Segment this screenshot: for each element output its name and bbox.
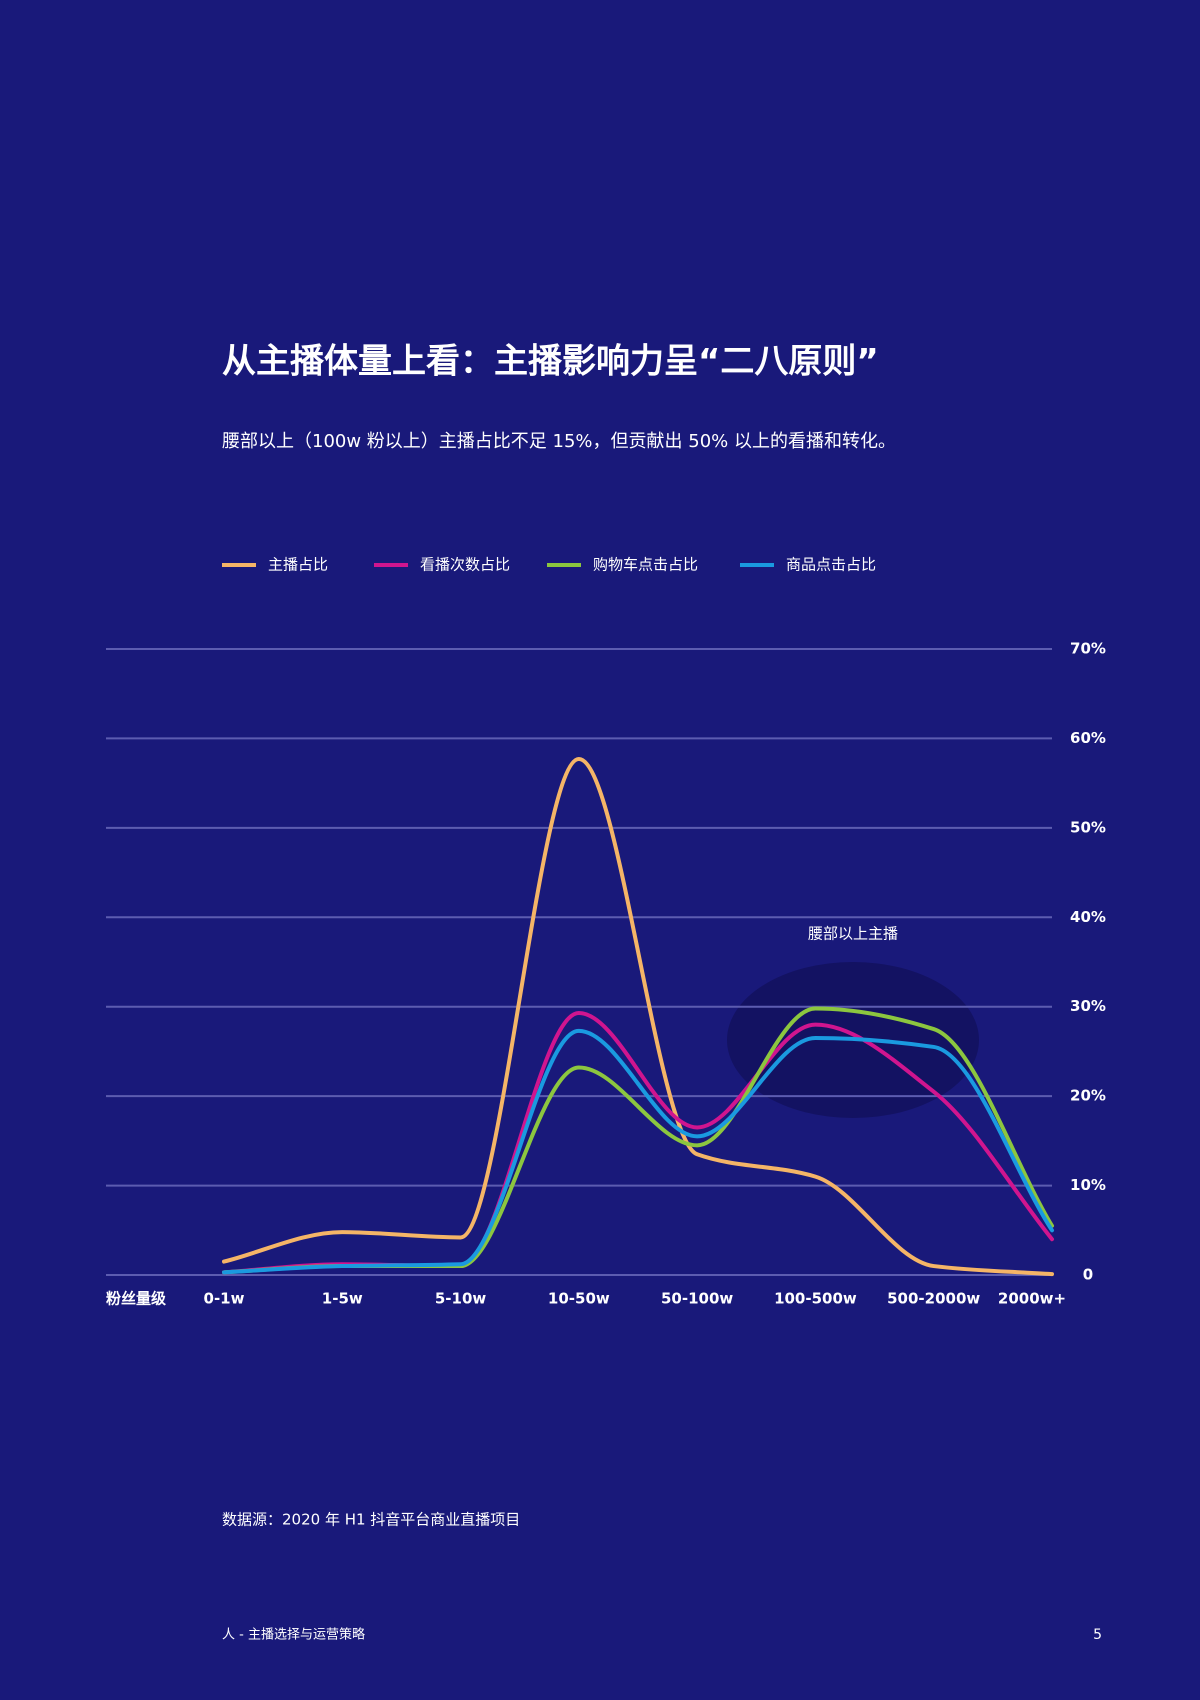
x-tick-label: 2000w+ (998, 1290, 1066, 1308)
legend-label: 看播次数占比 (420, 556, 510, 574)
title: 从主播体量上看：主播影响力呈“二八原则” (222, 342, 879, 382)
x-axis-label: 粉丝量级 (106, 1290, 167, 1308)
y-tick-label: 10% (1070, 1176, 1106, 1194)
source: 数据源：2020 年 H1 抖音平台商业直播项目 (222, 1511, 520, 1529)
x-tick-label: 100-500w (774, 1290, 857, 1308)
y-tick-label: 30% (1070, 997, 1106, 1015)
x-tick-label: 50-100w (661, 1290, 733, 1308)
y-tick-label: 50% (1070, 818, 1106, 836)
x-tick-label: 5-10w (435, 1290, 487, 1308)
x-tick-label: 1-5w (322, 1290, 363, 1308)
y-tick-label: 40% (1070, 908, 1106, 926)
legend-label: 商品点击占比 (786, 556, 876, 574)
legend-label: 主播占比 (268, 556, 328, 574)
series-line (222, 1028, 1054, 1275)
legend-label: 购物车点击占比 (593, 556, 698, 574)
y-tick-label: 0 (1083, 1266, 1093, 1284)
y-tick-label: 20% (1070, 1087, 1106, 1105)
x-tick-label: 500-2000w (887, 1290, 980, 1308)
footer-section: 人 - 主播选择与运营策略 (222, 1627, 365, 1643)
subtitle: 腰部以上（100w 粉以上）主播占比不足 15%，但贡献出 50% 以上的看播和… (222, 431, 896, 452)
x-tick-label: 10-50w (548, 1290, 610, 1308)
y-tick-label: 60% (1070, 729, 1106, 747)
series-line (222, 756, 1054, 1277)
y-tick-label: 70% (1070, 640, 1106, 658)
x-tick-label: 0-1w (204, 1290, 245, 1308)
page-number: 5 (1093, 1627, 1102, 1643)
annotation: 腰部以上主播 (808, 925, 898, 943)
